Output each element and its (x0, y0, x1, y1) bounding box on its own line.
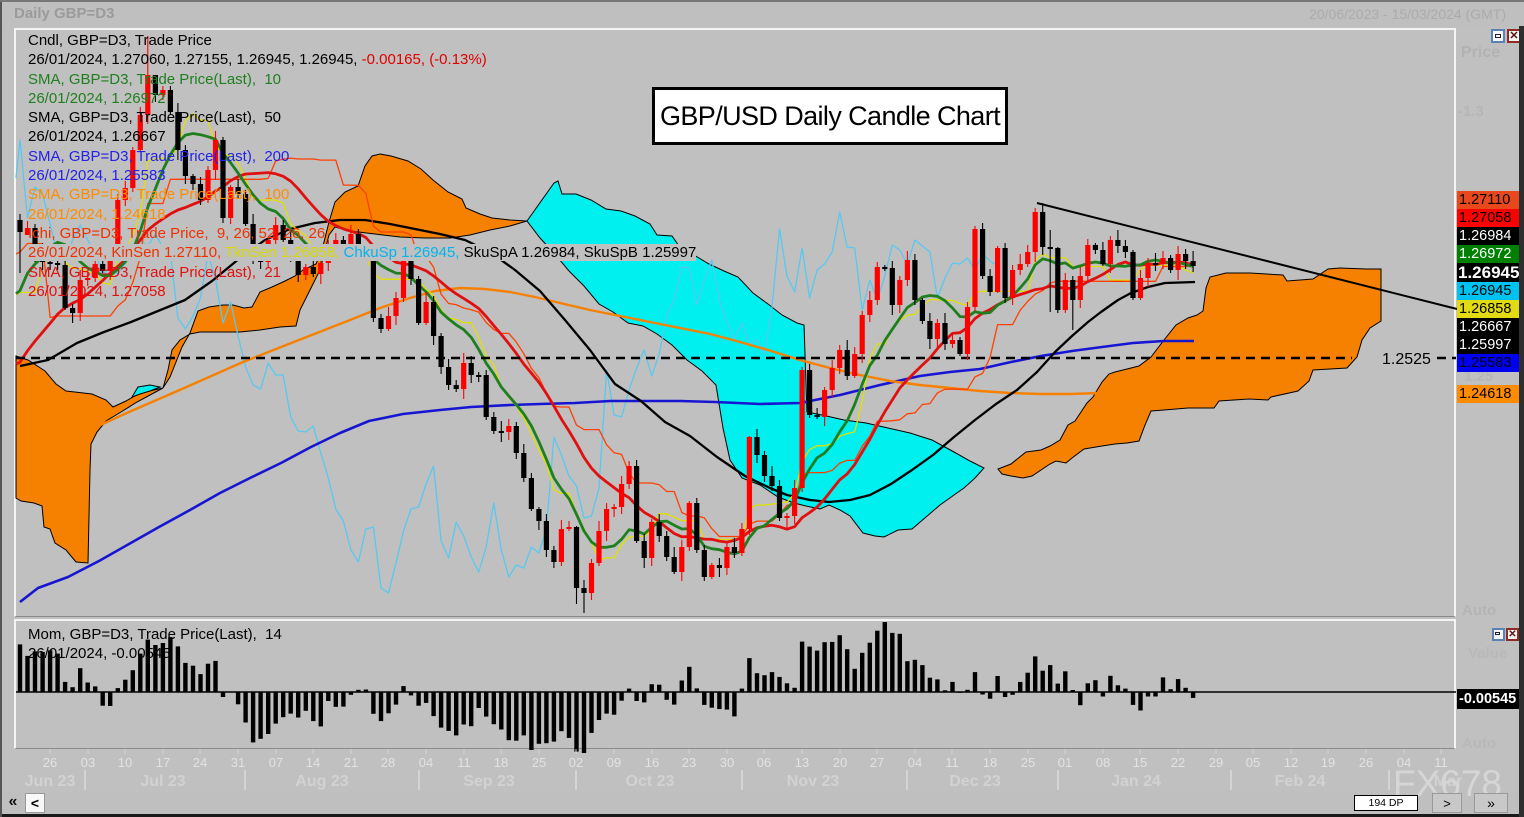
svg-text:1.2525: 1.2525 (1382, 351, 1431, 368)
svg-text:02: 02 (569, 755, 583, 770)
svg-text:24: 24 (193, 755, 207, 770)
svg-text:04: 04 (419, 755, 433, 770)
svg-text:25: 25 (532, 755, 546, 770)
svg-text:18: 18 (983, 755, 997, 770)
svg-text:Mar: Mar (1434, 773, 1462, 790)
svg-text:03: 03 (81, 755, 95, 770)
svg-text:28: 28 (381, 755, 395, 770)
svg-text:20: 20 (833, 755, 847, 770)
svg-text:04: 04 (1397, 755, 1411, 770)
svg-text:11: 11 (945, 755, 959, 770)
svg-text:18: 18 (494, 755, 508, 770)
svg-text:22: 22 (1171, 755, 1185, 770)
svg-text:01: 01 (1058, 755, 1072, 770)
svg-text:10: 10 (118, 755, 132, 770)
svg-text:16: 16 (645, 755, 659, 770)
svg-text:13: 13 (795, 755, 809, 770)
svg-text:Oct 23: Oct 23 (626, 773, 675, 790)
svg-text:Jul 23: Jul 23 (140, 773, 185, 790)
svg-text:12: 12 (1284, 755, 1298, 770)
svg-text:21: 21 (344, 755, 358, 770)
svg-text:26: 26 (1359, 755, 1373, 770)
svg-text:19: 19 (1321, 755, 1335, 770)
svg-text:31: 31 (231, 755, 245, 770)
svg-text:26: 26 (43, 755, 57, 770)
svg-text:11: 11 (457, 755, 471, 770)
svg-text:Aug 23: Aug 23 (295, 773, 348, 790)
svg-text:23: 23 (682, 755, 696, 770)
svg-text:Jun 23: Jun 23 (25, 773, 76, 790)
svg-text:Jan 24: Jan 24 (1111, 773, 1161, 790)
svg-text:Nov 23: Nov 23 (787, 773, 840, 790)
svg-text:30: 30 (720, 755, 734, 770)
svg-text:Dec 23: Dec 23 (949, 773, 1001, 790)
svg-text:08: 08 (1096, 755, 1110, 770)
svg-text:15: 15 (1133, 755, 1147, 770)
svg-text:25: 25 (1021, 755, 1035, 770)
svg-text:09: 09 (607, 755, 621, 770)
svg-text:14: 14 (306, 755, 320, 770)
svg-text:27: 27 (870, 755, 884, 770)
svg-text:11: 11 (1434, 755, 1448, 770)
svg-text:Sep 23: Sep 23 (463, 773, 515, 790)
svg-text:29: 29 (1209, 755, 1223, 770)
svg-text:17: 17 (156, 755, 170, 770)
svg-text:06: 06 (757, 755, 771, 770)
svg-text:Feb 24: Feb 24 (1275, 773, 1326, 790)
svg-text:05: 05 (1246, 755, 1260, 770)
svg-text:07: 07 (269, 755, 283, 770)
svg-text:04: 04 (908, 755, 922, 770)
